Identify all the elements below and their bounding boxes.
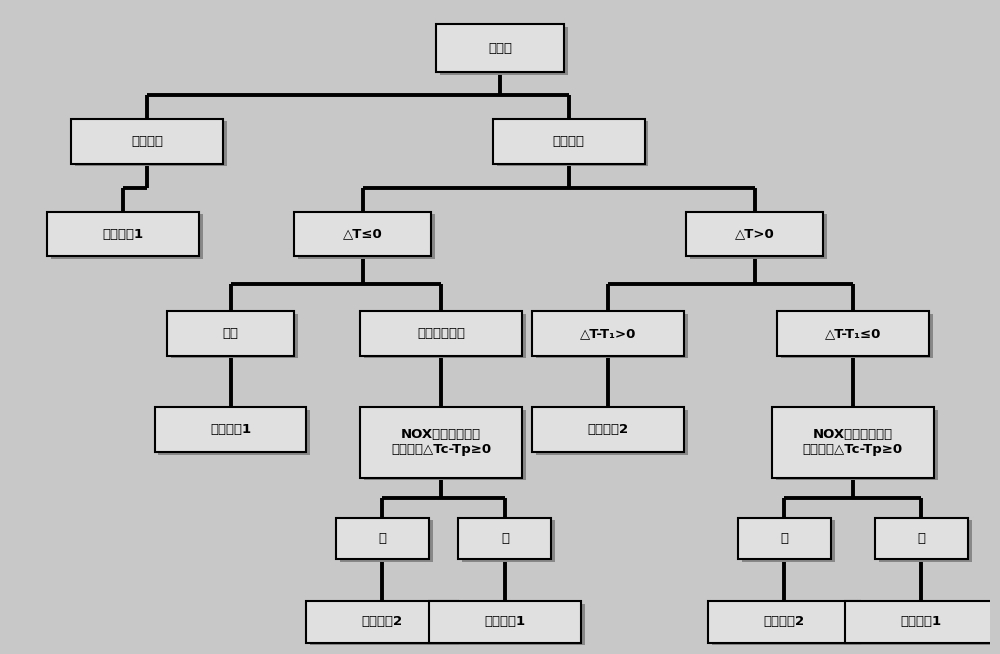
FancyBboxPatch shape — [298, 215, 435, 259]
FancyBboxPatch shape — [738, 518, 831, 559]
Text: 倒拖工况: 倒拖工况 — [131, 135, 163, 148]
FancyBboxPatch shape — [47, 212, 199, 256]
Text: 双向阀置1: 双向阀置1 — [901, 615, 942, 628]
Text: △T≤0: △T≤0 — [343, 228, 383, 241]
FancyBboxPatch shape — [712, 604, 864, 645]
FancyBboxPatch shape — [781, 313, 933, 358]
FancyBboxPatch shape — [436, 24, 564, 72]
FancyBboxPatch shape — [532, 311, 684, 356]
FancyBboxPatch shape — [158, 409, 310, 455]
Text: 否: 否 — [501, 532, 509, 545]
FancyBboxPatch shape — [532, 407, 684, 452]
FancyBboxPatch shape — [458, 518, 551, 559]
FancyBboxPatch shape — [440, 27, 568, 75]
FancyBboxPatch shape — [776, 409, 938, 480]
Text: 是: 是 — [378, 532, 386, 545]
FancyBboxPatch shape — [171, 313, 298, 358]
FancyBboxPatch shape — [51, 215, 203, 259]
Text: 双向阀置1: 双向阀置1 — [484, 615, 525, 628]
FancyBboxPatch shape — [536, 313, 688, 358]
FancyBboxPatch shape — [429, 601, 581, 643]
Text: NOX原排高于目标
值控制值△Tc-Tp≥0: NOX原排高于目标 值控制值△Tc-Tp≥0 — [803, 428, 903, 456]
Text: △T-T₁≤0: △T-T₁≤0 — [825, 327, 881, 340]
FancyBboxPatch shape — [462, 520, 555, 562]
FancyBboxPatch shape — [879, 520, 972, 562]
Text: △T-T₁>0: △T-T₁>0 — [580, 327, 636, 340]
FancyBboxPatch shape — [772, 407, 934, 477]
FancyBboxPatch shape — [777, 311, 929, 356]
FancyBboxPatch shape — [360, 311, 522, 356]
FancyBboxPatch shape — [360, 407, 522, 477]
FancyBboxPatch shape — [493, 119, 645, 164]
FancyBboxPatch shape — [849, 604, 1000, 645]
FancyBboxPatch shape — [742, 520, 835, 562]
FancyBboxPatch shape — [294, 212, 431, 256]
FancyBboxPatch shape — [364, 409, 526, 480]
FancyBboxPatch shape — [497, 121, 648, 166]
FancyBboxPatch shape — [708, 601, 860, 643]
Text: 双向阀置2: 双向阀置2 — [587, 423, 628, 436]
Text: 双向阀置1: 双向阀置1 — [210, 423, 251, 436]
Text: 双向阀置1: 双向阀置1 — [102, 228, 143, 241]
Text: 双向阀置2: 双向阀置2 — [362, 615, 403, 628]
FancyBboxPatch shape — [75, 121, 227, 166]
FancyBboxPatch shape — [167, 311, 294, 356]
FancyBboxPatch shape — [306, 601, 458, 643]
FancyBboxPatch shape — [875, 518, 968, 559]
Text: 其他工况: 其他工况 — [553, 135, 585, 148]
FancyBboxPatch shape — [71, 119, 223, 164]
Text: 发动机: 发动机 — [488, 42, 512, 55]
FancyBboxPatch shape — [536, 409, 688, 455]
Text: 是: 是 — [780, 532, 788, 545]
FancyBboxPatch shape — [845, 601, 997, 643]
FancyBboxPatch shape — [686, 212, 823, 256]
FancyBboxPatch shape — [364, 313, 526, 358]
Text: NOX原排高于目标
值控制值△Tc-Tp≥0: NOX原排高于目标 值控制值△Tc-Tp≥0 — [391, 428, 491, 456]
FancyBboxPatch shape — [433, 604, 585, 645]
FancyBboxPatch shape — [336, 518, 429, 559]
Text: 双向阀置2: 双向阀置2 — [764, 615, 805, 628]
Text: 除怠速和倒拖: 除怠速和倒拖 — [417, 327, 465, 340]
FancyBboxPatch shape — [690, 215, 827, 259]
FancyBboxPatch shape — [310, 604, 462, 645]
Text: 怠速: 怠速 — [222, 327, 239, 340]
FancyBboxPatch shape — [340, 520, 433, 562]
Text: 否: 否 — [917, 532, 925, 545]
Text: △T>0: △T>0 — [735, 228, 775, 241]
FancyBboxPatch shape — [155, 407, 306, 452]
